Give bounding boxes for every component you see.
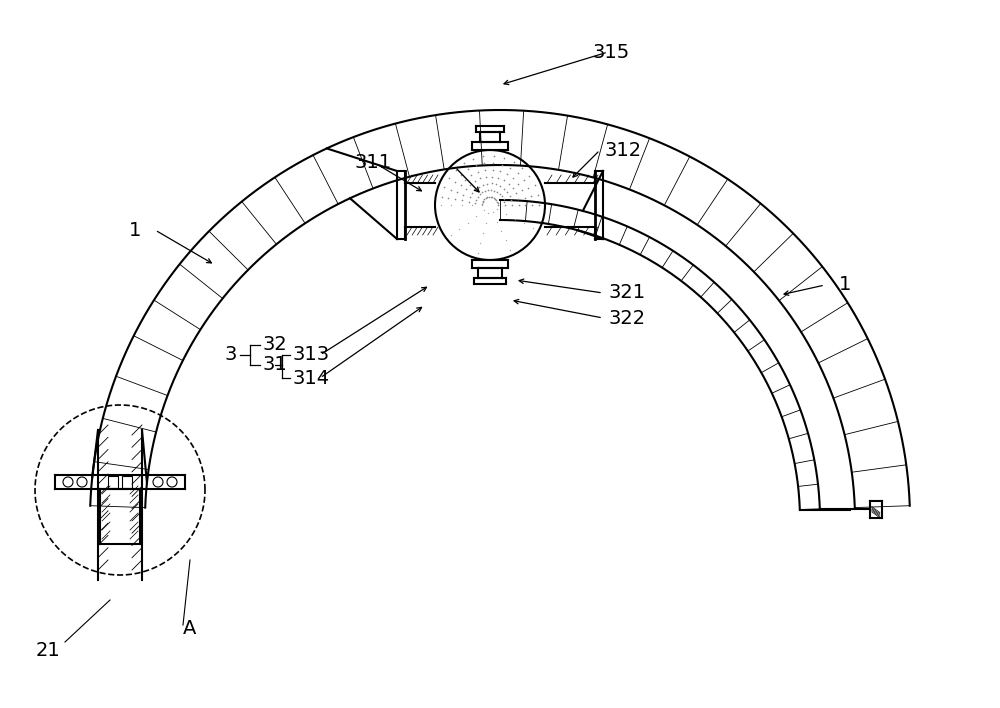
Text: 1: 1: [129, 220, 141, 239]
Text: 1: 1: [839, 275, 851, 295]
Text: 31: 31: [262, 355, 287, 375]
Bar: [122, 476, 132, 488]
Text: 314: 314: [292, 368, 329, 387]
Text: 312: 312: [605, 140, 642, 159]
Text: A: A: [183, 619, 197, 637]
Bar: [108, 476, 118, 488]
Text: 311: 311: [355, 154, 392, 173]
Text: 3: 3: [225, 346, 237, 365]
Text: 322: 322: [608, 309, 645, 328]
Text: 315: 315: [592, 42, 629, 62]
Text: 21: 21: [36, 641, 60, 659]
Text: 313: 313: [292, 346, 329, 365]
Text: 32: 32: [262, 336, 287, 355]
Text: 321: 321: [608, 283, 645, 302]
